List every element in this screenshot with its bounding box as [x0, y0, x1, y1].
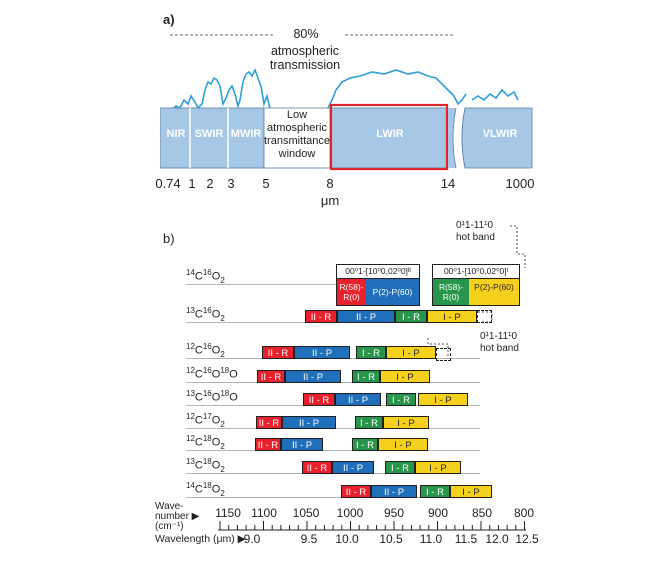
wavelength-tick: 10.0 — [329, 532, 365, 546]
transmission-percent: 80% — [276, 27, 336, 41]
band-box-iir: II - R — [302, 461, 332, 474]
band-box-ir: I - R — [385, 461, 415, 474]
band-box-iir: II - R — [255, 438, 281, 451]
hotband-bottom-connector — [420, 310, 500, 360]
molecule-label-12C17O2: 12C17O2 — [186, 412, 225, 429]
band-mwir: MWIR — [229, 128, 263, 140]
molecule-row-line — [186, 450, 480, 451]
band-box-iip: II - P — [332, 461, 374, 474]
band-box-ir: I - R — [356, 346, 386, 359]
band-box-ir: I - R — [386, 393, 416, 406]
band-box-ip: I - P — [450, 485, 492, 498]
wavelength-axis — [218, 518, 528, 532]
band-box-ir: I - R — [352, 370, 380, 383]
tick-a-14: 14 — [438, 176, 458, 191]
band-box-iip: II - P — [285, 370, 341, 383]
wavelength-tick: 10.5 — [373, 532, 409, 546]
legend-band-ii: 00⁰1-[10⁰0,02⁰0]ᴵᴵ R(58)-R(0) P(2)-P(60) — [336, 264, 420, 306]
legend-red-swatch: R(58)-R(0) — [337, 279, 366, 305]
band-box-iip: II - P — [294, 346, 350, 359]
legend-blue-swatch: P(2)-P(60) — [366, 279, 419, 305]
panel-b-label: b) — [163, 231, 175, 246]
band-nir: NIR — [163, 128, 189, 140]
band-box-iip: II - P — [282, 416, 336, 429]
molecule-label-14C18O2: 14C18O2 — [186, 481, 225, 498]
molecule-label-12C16O18O: 12C16O18O — [186, 366, 238, 381]
molecule-label-12C18O2: 12C18O2 — [186, 434, 225, 451]
tick-a-8: 8 — [322, 176, 338, 191]
band-box-iip: II - P — [337, 310, 395, 323]
tick-a-1000: 1000 — [502, 176, 538, 191]
wavelength-tick: 12.5 — [509, 532, 545, 546]
band-box-ip: I - P — [415, 461, 461, 474]
transmission-caption-line1: atmospheric — [255, 44, 355, 58]
band-box-iip: II - P — [371, 485, 417, 498]
band-box-ir: I - R — [355, 416, 383, 429]
low-transmittance-window: Low atmospheric transmittance window — [264, 109, 330, 161]
band-box-iir: II - R — [257, 370, 285, 383]
tick-a-1: 1 — [184, 176, 200, 191]
tick-a-2: 2 — [202, 176, 218, 191]
molecule-label-13C18O2: 13C18O2 — [186, 457, 225, 474]
band-box-ip: I - P — [418, 393, 468, 406]
legend-green-swatch: R(58)-R(0) — [433, 279, 469, 305]
legend-yellow-swatch: P(2)-P(60) — [469, 279, 519, 305]
band-box-ir: I - R — [420, 485, 450, 498]
tick-a-0.74: 0.74 — [153, 176, 183, 191]
legend-band-i: 00⁰1-[10⁰0,02⁰0]ᴵ R(58)-R(0) P(2)-P(60) — [432, 264, 520, 306]
wavelength-tick: 9.5 — [291, 532, 327, 546]
transmission-curve-left — [165, 70, 270, 112]
band-box-iir: II - R — [256, 416, 282, 429]
band-box-iir: II - R — [262, 346, 294, 359]
band-box-iir: II - R — [341, 485, 371, 498]
transmission-curve-right — [328, 70, 466, 108]
wavenumber-axis-label: Wave- number ▶ (cm⁻¹) — [155, 502, 199, 532]
band-box-iip: II - P — [281, 438, 323, 451]
band-box-iir: II - R — [305, 310, 337, 323]
panel-a-label: a) — [163, 12, 175, 27]
wavelength-tick: 9.0 — [234, 532, 270, 546]
transmission-curve-far — [472, 90, 518, 100]
molecule-row-line — [186, 284, 336, 285]
figure: a) 80% atmospheric transmission NIR SWIR… — [0, 0, 653, 568]
band-box-ip: I - P — [378, 438, 428, 451]
molecule-label-13C16O2: 13C16O2 — [186, 306, 225, 323]
band-box-ip: I - P — [380, 370, 430, 383]
band-box-ir: I - R — [352, 438, 378, 451]
molecule-label-13C16O18O: 13C16O18O — [186, 389, 238, 404]
band-box-ip: I - P — [383, 416, 429, 429]
tick-a-3: 3 — [223, 176, 239, 191]
band-box-iip: II - P — [335, 393, 381, 406]
unit-micrometer: μm — [315, 193, 345, 208]
band-lwir: LWIR — [360, 128, 420, 140]
tick-a-5: 5 — [258, 176, 274, 191]
molecule-label-14C16O2: 14C16O2 — [186, 268, 225, 285]
band-box-iir: II - R — [303, 393, 335, 406]
wavelength-tick: 11.0 — [413, 532, 449, 546]
band-swir: SWIR — [192, 128, 226, 140]
wavelength-axis-label: Wavelength (μm) ▶ — [155, 533, 246, 545]
band-vlwir: VLWIR — [472, 128, 528, 140]
molecule-label-12C16O2: 12C16O2 — [186, 342, 225, 359]
spectrum-band-bar — [160, 60, 540, 180]
